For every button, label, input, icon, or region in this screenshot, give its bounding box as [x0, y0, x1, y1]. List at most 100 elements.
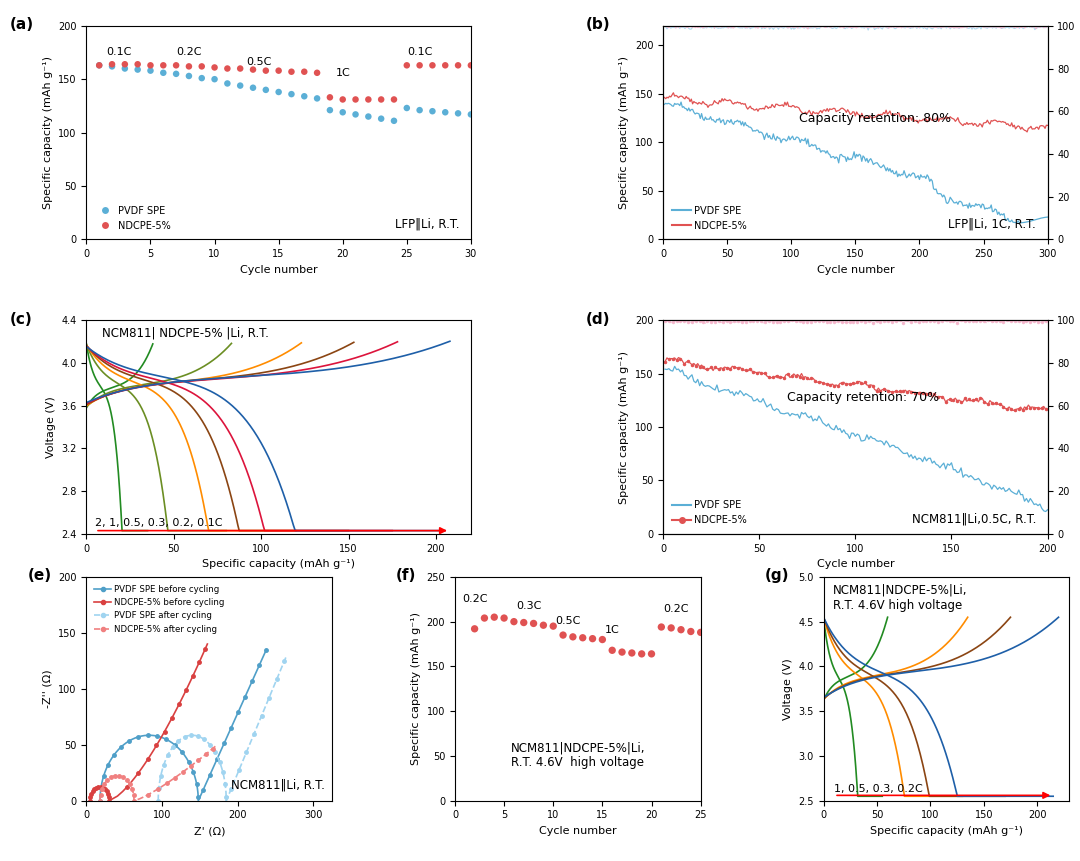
Point — [283, 65, 300, 78]
Point — [535, 618, 552, 632]
Point — [449, 107, 467, 121]
X-axis label: Specific capacity (mAh g⁻¹): Specific capacity (mAh g⁻¹) — [869, 826, 1023, 836]
Point — [321, 103, 338, 117]
Point — [623, 646, 640, 660]
Text: LFP‖Li, 1C, R.T.: LFP‖Li, 1C, R.T. — [948, 218, 1036, 231]
Point — [334, 105, 351, 119]
Point — [411, 103, 429, 117]
Point — [141, 59, 159, 72]
Point — [193, 71, 211, 85]
Point — [347, 108, 364, 121]
Point — [321, 90, 338, 104]
Point — [683, 624, 700, 638]
Text: NCM811| NDCPE-5% |Li, R.T.: NCM811| NDCPE-5% |Li, R.T. — [102, 327, 269, 340]
Point — [283, 87, 300, 101]
Point — [167, 59, 185, 72]
X-axis label: Z' (Ω): Z' (Ω) — [193, 826, 225, 836]
Point — [296, 90, 313, 103]
Point — [91, 59, 108, 72]
Point — [91, 59, 108, 72]
Text: 0.2C: 0.2C — [462, 594, 487, 604]
Legend: PVDF SPE, NDCPE-5%: PVDF SPE, NDCPE-5% — [669, 496, 751, 529]
Point — [360, 109, 377, 123]
Point — [117, 62, 134, 76]
Point — [360, 93, 377, 107]
X-axis label: Cycle number: Cycle number — [816, 264, 894, 275]
Point — [244, 81, 261, 95]
Text: 2, 1, 0.5, 0.3, 0.2, 0.1C: 2, 1, 0.5, 0.3, 0.2, 0.1C — [95, 518, 222, 529]
Point — [167, 67, 185, 81]
X-axis label: Cycle number: Cycle number — [539, 826, 617, 836]
Point — [465, 622, 483, 635]
Text: NCM811‖Li, R.T.: NCM811‖Li, R.T. — [231, 779, 325, 792]
Point — [476, 611, 494, 625]
Point — [231, 62, 248, 76]
Point — [231, 78, 248, 92]
Legend: PVDF SPE, NDCPE-5%: PVDF SPE, NDCPE-5% — [669, 201, 751, 234]
Point — [436, 105, 454, 119]
Point — [309, 66, 326, 80]
Point — [575, 631, 592, 645]
Text: Capacity retention: 70%: Capacity retention: 70% — [787, 392, 940, 405]
Text: (a): (a) — [10, 17, 33, 33]
Point — [515, 616, 532, 629]
Point — [154, 59, 172, 72]
Point — [486, 610, 503, 624]
X-axis label: Cycle number: Cycle number — [816, 559, 894, 569]
Text: NCM811|NDCPE-5%|Li,
R.T. 4.6V  high voltage: NCM811|NDCPE-5%|Li, R.T. 4.6V high volta… — [511, 741, 645, 770]
Text: 0.3C: 0.3C — [516, 601, 541, 611]
Point — [411, 59, 429, 72]
Point — [564, 630, 581, 644]
Point — [117, 58, 134, 71]
Text: (e): (e) — [27, 568, 52, 583]
Point — [386, 114, 403, 127]
Text: 0.1C: 0.1C — [106, 46, 131, 57]
Text: (g): (g) — [765, 568, 789, 583]
Point — [129, 58, 146, 71]
Point — [673, 623, 690, 636]
X-axis label: Specific capacity (mAh g⁻¹): Specific capacity (mAh g⁻¹) — [202, 559, 355, 569]
Text: Capacity retention: 80%: Capacity retention: 80% — [798, 112, 950, 125]
X-axis label: Cycle number: Cycle number — [240, 264, 318, 275]
Y-axis label: Voltage (V): Voltage (V) — [45, 396, 56, 458]
Y-axis label: -Z'' (Ω): -Z'' (Ω) — [42, 670, 53, 708]
Point — [386, 93, 403, 107]
Point — [270, 85, 287, 99]
Legend: PVDF SPE, NDCPE-5%: PVDF SPE, NDCPE-5% — [92, 201, 174, 234]
Point — [594, 633, 611, 647]
Point — [449, 59, 467, 72]
Point — [423, 104, 441, 118]
Point — [309, 91, 326, 105]
Y-axis label: Specific capacity (mAh g⁻¹): Specific capacity (mAh g⁻¹) — [619, 56, 630, 209]
Point — [399, 59, 416, 72]
Y-axis label: Specific capacity (mAh g⁻¹): Specific capacity (mAh g⁻¹) — [619, 350, 630, 504]
Point — [643, 647, 660, 660]
Point — [496, 611, 513, 625]
Point — [613, 645, 631, 659]
Point — [180, 69, 198, 83]
Point — [544, 619, 562, 633]
Point — [347, 93, 364, 107]
Point — [373, 112, 390, 126]
Y-axis label: Specific capacity (mAh g⁻¹): Specific capacity (mAh g⁻¹) — [42, 56, 53, 209]
Point — [692, 625, 710, 639]
Point — [399, 101, 416, 115]
Point — [584, 632, 602, 646]
Text: (f): (f) — [396, 568, 417, 583]
Text: NCM811|NDCPE-5%|Li,
R.T. 4.6V high voltage: NCM811|NDCPE-5%|Li, R.T. 4.6V high volta… — [834, 584, 968, 611]
Text: 0.2C: 0.2C — [176, 46, 202, 57]
Point — [633, 647, 650, 660]
Text: 0.2C: 0.2C — [663, 604, 689, 614]
Point — [554, 629, 571, 642]
Text: (b): (b) — [586, 17, 611, 33]
Point — [129, 63, 146, 77]
Legend: PVDF SPE before cycling, NDCPE-5% before cycling, PVDF SPE after cycling, NDCPE-: PVDF SPE before cycling, NDCPE-5% before… — [91, 581, 228, 637]
Point — [423, 59, 441, 72]
Point — [244, 63, 261, 77]
Text: (c): (c) — [10, 312, 32, 327]
Point — [257, 64, 274, 77]
Point — [180, 59, 198, 73]
Point — [206, 72, 224, 86]
Text: (d): (d) — [586, 312, 610, 327]
Text: 0.5C: 0.5C — [246, 58, 272, 67]
